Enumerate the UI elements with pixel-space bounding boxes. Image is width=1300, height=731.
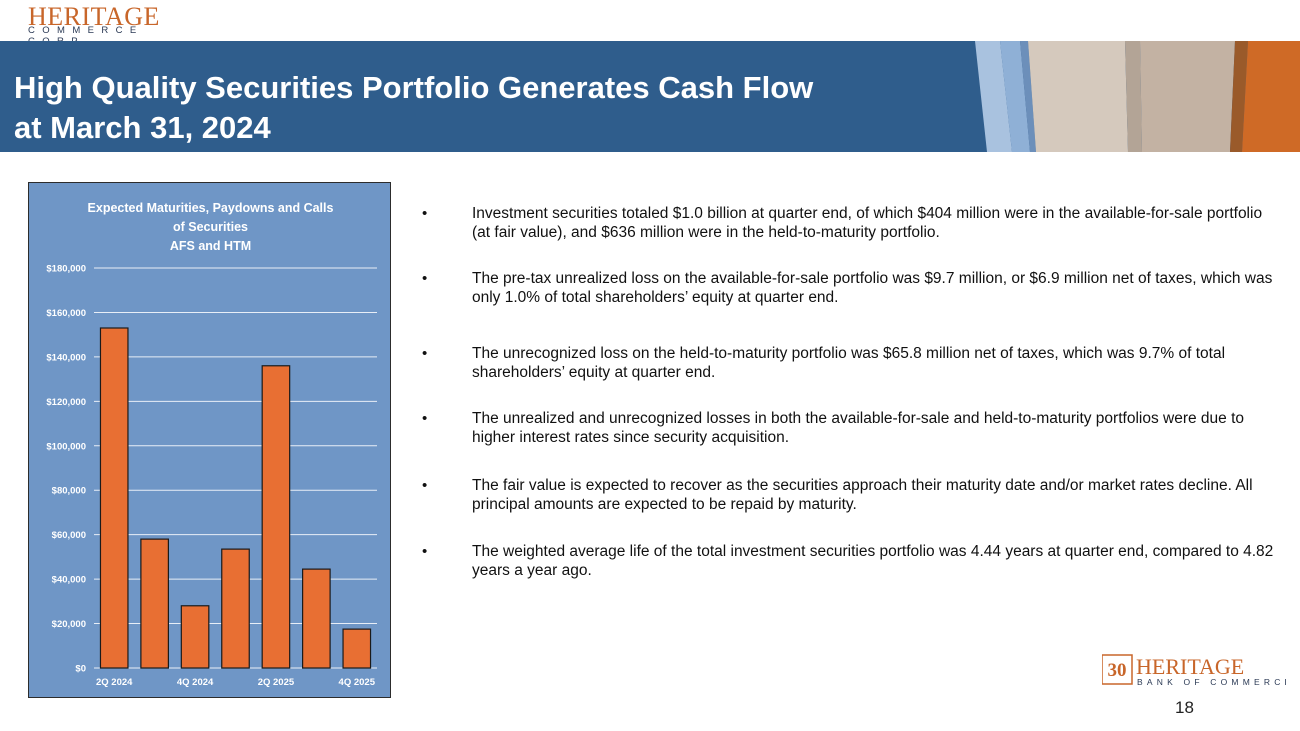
anniversary-badge: 30 (1108, 660, 1127, 681)
chart-title-line-1: Expected Maturities, Paydowns and Calls (87, 201, 334, 215)
chart-title-line-3: AFS and HTM (169, 239, 252, 253)
y-tick-label: $60,000 (52, 530, 86, 541)
bullet-marker: • (422, 270, 428, 287)
x-tick-label: 2Q 2024 (96, 677, 133, 688)
bullet-item-2: • The pre-tax unrealized loss on the avai… (420, 270, 1280, 307)
bullet-item-6: • The weighted average life of the total … (420, 543, 1280, 580)
page-title-line-1: High Quality Securities Portfolio Genera… (14, 70, 814, 105)
bullet-marker: • (422, 410, 428, 427)
bar (140, 538, 169, 669)
bullet-marker: • (422, 543, 428, 560)
bar (302, 568, 331, 669)
bar (342, 628, 372, 669)
title-banner: High Quality Securities Portfolio Genera… (0, 41, 1300, 152)
heritage-commerce-corp-logo: HERITAGE COMMERCE CORP (28, 2, 198, 47)
chart-title-line-2: of Securities (172, 220, 249, 234)
footer-logo-wordmark: HERITAGE (1136, 654, 1244, 679)
bullet-item-4: • The unrealized and unrecognized losses … (420, 410, 1280, 447)
bullet-text: The fair value is expected to recover as… (472, 477, 1253, 513)
footer-logo-subtitle: BANK OF COMMERCE (1137, 677, 1286, 687)
bar (261, 365, 291, 669)
logo-wordmark: HERITAGE (28, 2, 160, 31)
bar (221, 548, 250, 669)
bullet-text: The unrealized and unrecognized losses i… (472, 410, 1245, 446)
y-tick-label: $140,000 (46, 352, 86, 363)
bullet-item-5: • The fair value is expected to recover a… (420, 477, 1280, 514)
bullet-text: The weighted average life of the total i… (472, 543, 1274, 579)
maturities-chart: Expected Maturities, Paydowns and Calls … (28, 182, 391, 698)
page-title-line-2: at March 31, 2024 (14, 110, 271, 145)
chart-title: Expected Maturities, Paydowns and Calls … (29, 199, 392, 256)
bullet-marker: • (422, 205, 428, 222)
y-tick-label: $100,000 (46, 441, 86, 452)
chart-plot: $0 $20,000 $40,000 $60,000 $80,000 $100,000 $1… (46, 264, 377, 688)
x-tick-label: 4Q 2024 (177, 677, 214, 688)
bullet-text: The pre-tax unrealized loss on the avail… (472, 270, 1273, 306)
y-tick-label: $20,000 (52, 619, 86, 630)
y-tick-label: $120,000 (46, 397, 86, 408)
bullet-list: • Investment securities totaled $1.0 bill… (420, 205, 1280, 580)
bullet-text: Investment securities totaled $1.0 billi… (472, 205, 1263, 241)
anniversary-badge-frame (1102, 654, 1133, 685)
y-tick-label: $160,000 (46, 308, 86, 319)
bar (180, 605, 210, 669)
bar (99, 327, 129, 669)
banner-decorative-stripes (975, 41, 1300, 152)
heritage-bank-of-commerce-logo: 30 HERITAGE BANK OF COMMERCE (1102, 654, 1286, 687)
bullet-marker: • (422, 345, 428, 362)
bullet-marker: • (422, 477, 428, 494)
bullet-item-3: • The unrecognized loss on the held-to-ma… (420, 345, 1280, 382)
x-tick-label: 4Q 2025 (339, 677, 376, 688)
page-number: 18 (1175, 698, 1194, 717)
y-tick-label: $0 (75, 664, 86, 675)
page-title: High Quality Securities Portfolio Genera… (14, 68, 813, 148)
bullet-item-1: • Investment securities totaled $1.0 bill… (420, 205, 1280, 242)
y-tick-label: $80,000 (52, 486, 86, 497)
x-tick-label: 2Q 2025 (258, 677, 295, 688)
bullet-text: The unrecognized loss on the held-to-mat… (472, 345, 1226, 381)
y-tick-label: $40,000 (52, 575, 86, 586)
y-tick-label: $180,000 (46, 264, 86, 275)
